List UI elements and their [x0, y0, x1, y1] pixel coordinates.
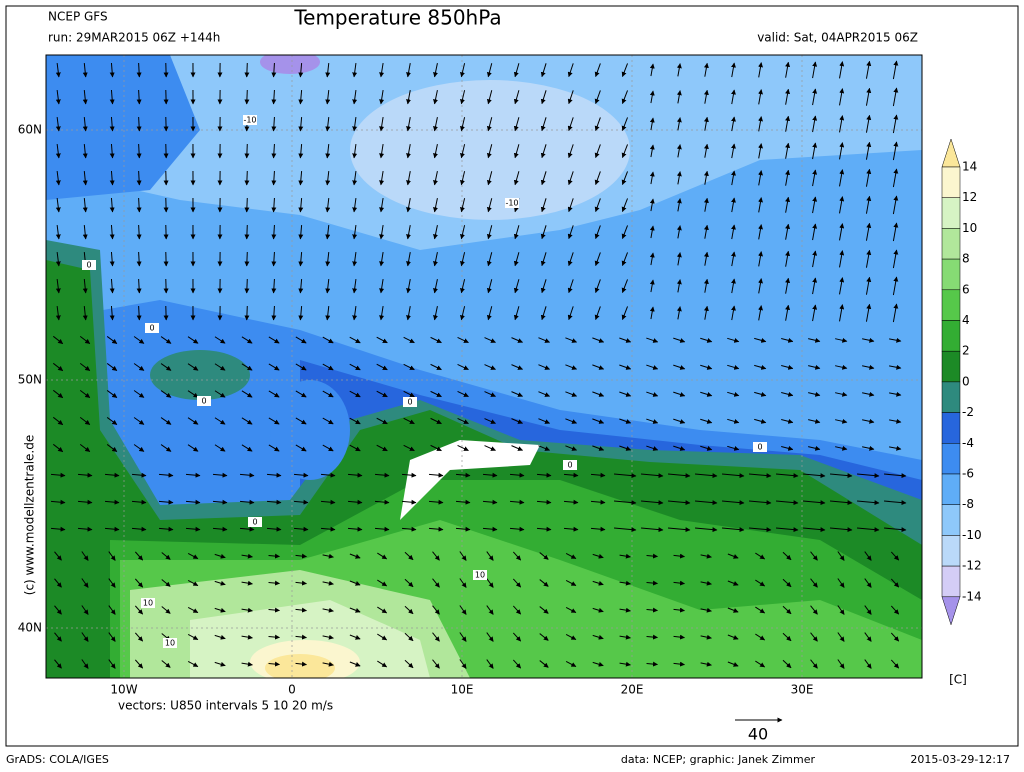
wind-vector — [247, 144, 248, 158]
colorbar-label: 12 — [962, 190, 977, 204]
contour-label: 0 — [201, 397, 206, 406]
colorbar-band — [942, 321, 960, 352]
colorbar-label: 14 — [962, 160, 977, 174]
lon-label: 20E — [621, 683, 644, 697]
timestamp: 2015-03-29-12:17 — [910, 753, 1010, 766]
colorbar-band — [942, 351, 960, 382]
field-area — [270, 380, 350, 480]
wind-vector — [247, 306, 248, 320]
lon-label: 0 — [288, 683, 296, 697]
vectors-note: vectors: U850 intervals 5 10 20 m/s — [118, 699, 333, 713]
colorbar-band — [942, 167, 960, 198]
lat-label: 60N — [18, 123, 42, 137]
wind-vector — [247, 252, 248, 266]
lat-label: 40N — [18, 621, 42, 635]
colorbar-band — [942, 290, 960, 321]
contour-label: 0 — [86, 261, 91, 270]
contour-label: 0 — [252, 518, 257, 527]
colorbar-band — [942, 198, 960, 229]
colorbar-label: -6 — [962, 467, 974, 481]
colorbar-label: -14 — [962, 589, 982, 603]
colorbar-band — [942, 505, 960, 536]
contour-label: 0 — [149, 324, 154, 333]
valid-time: valid: Sat, 04APR2015 06Z — [757, 31, 918, 45]
lon-label: 10E — [451, 683, 474, 697]
software-credit: GrADS: COLA/IGES — [6, 753, 109, 766]
colorbar-label: -12 — [962, 559, 982, 573]
contour-label: 10 — [143, 599, 153, 608]
credit-left: (c) www.modellzentrale.de — [23, 435, 37, 595]
colorbar-band — [942, 382, 960, 413]
colorbar-label: -8 — [962, 497, 974, 511]
contour-label: -10 — [243, 116, 256, 125]
colorbar-band — [942, 566, 960, 597]
colorbar-unit: [C] — [949, 673, 967, 687]
wind-vector — [247, 279, 248, 293]
lon-label: 10W — [110, 683, 137, 697]
run-info: run: 29MAR2015 06Z +144h — [48, 31, 220, 45]
contour-label: 0 — [567, 461, 572, 470]
wind-vector — [247, 198, 248, 212]
colorbar-band — [942, 259, 960, 290]
colorbar-label: -4 — [962, 436, 974, 450]
field-area — [150, 350, 250, 400]
colorbar-band — [942, 443, 960, 474]
contour-label: 0 — [407, 398, 412, 407]
colorbar-band — [942, 474, 960, 505]
colorbar-band — [942, 228, 960, 259]
temperature-field: -10 -10 0 0 0 0 0 0 0 10 10 10 — [46, 50, 922, 684]
contour-label: -10 — [505, 199, 518, 208]
colorbar-band — [942, 535, 960, 566]
colorbar-band — [942, 413, 960, 444]
wind-vector — [247, 225, 248, 239]
reference-vector-label: 40 — [748, 725, 768, 744]
wind-vector — [247, 63, 248, 77]
wind-vector — [247, 171, 248, 185]
contour-label: 0 — [757, 443, 762, 452]
map-title: Temperature 850hPa — [293, 6, 501, 30]
contour-label: 10 — [165, 639, 175, 648]
model-name: NCEP GFS — [48, 10, 108, 24]
wind-vector — [247, 90, 248, 104]
colorbar-label: -10 — [962, 528, 982, 542]
colorbar-label: 8 — [962, 252, 970, 266]
lat-label: 50N — [18, 373, 42, 387]
colorbar-label: -2 — [962, 405, 974, 419]
data-credit: data: NCEP; graphic: Janek Zimmer — [621, 753, 816, 766]
colorbar-label: 4 — [962, 313, 970, 327]
lon-label: 30E — [791, 683, 814, 697]
colorbar-label: 6 — [962, 282, 970, 296]
contour-label: 10 — [475, 571, 485, 580]
colorbar-label: 2 — [962, 344, 970, 358]
colorbar-label: 0 — [962, 374, 970, 388]
colorbar-label: 10 — [962, 221, 977, 235]
